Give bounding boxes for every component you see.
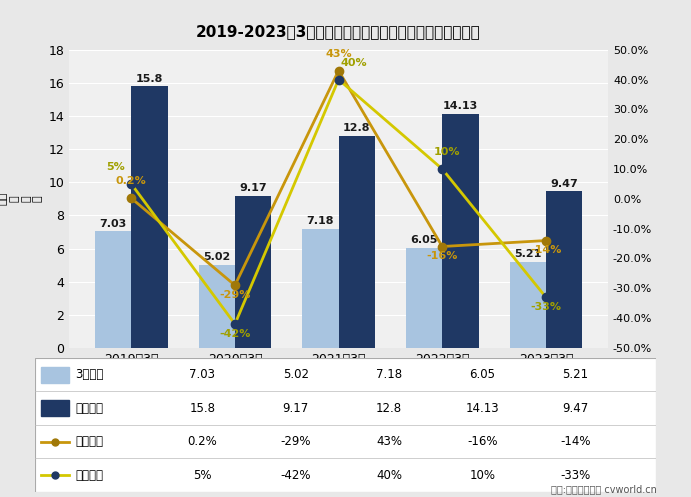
Text: 9.17: 9.17 [283,402,309,414]
Text: 12.8: 12.8 [376,402,402,414]
Text: -42%: -42% [281,469,311,482]
Bar [95,232,131,348]
Text: 5%: 5% [106,162,125,172]
Bar [235,196,271,348]
Text: 9.47: 9.47 [562,402,589,414]
Text: 43%: 43% [376,435,402,448]
FancyBboxPatch shape [35,358,656,492]
累计增幅 [127,181,135,187]
Text: 15.8: 15.8 [135,74,163,83]
Text: 5.02: 5.02 [203,252,230,262]
Text: 15.8: 15.8 [189,402,216,414]
同比增幅 [231,282,239,288]
Text: -16%: -16% [467,435,498,448]
Y-axis label: 单位
：
万
辆: 单位 ： 万 辆 [0,192,43,205]
累计增幅 [231,321,239,327]
Text: 7.03: 7.03 [189,368,216,381]
Text: 3月销量: 3月销量 [75,368,104,381]
Text: 0.2%: 0.2% [187,435,218,448]
Bar [339,136,375,348]
累计增幅 [334,77,343,83]
Bar [41,367,69,383]
Text: 40%: 40% [376,469,402,482]
Text: 5%: 5% [193,469,211,482]
Text: 7.18: 7.18 [376,368,402,381]
Text: 制图:第一商用车网 cvworld.cn: 制图:第一商用车网 cvworld.cn [551,485,656,495]
Bar [199,265,235,348]
Bar [442,114,479,348]
Bar [546,191,582,348]
同比增幅 [542,238,550,244]
Text: 10%: 10% [434,147,461,157]
Line: 同比增幅: 同比增幅 [127,67,550,289]
累计增幅 [542,294,550,300]
Text: -29%: -29% [281,435,311,448]
Text: 累计增幅: 累计增幅 [75,469,103,482]
Text: -42%: -42% [219,329,251,339]
Text: 同比增幅: 同比增幅 [75,435,103,448]
Text: 5.21: 5.21 [562,368,589,381]
同比增幅 [334,68,343,74]
Text: -14%: -14% [560,435,591,448]
Text: -16%: -16% [426,251,458,261]
Text: 累计销量: 累计销量 [75,402,103,414]
Bar [510,261,546,348]
Text: 43%: 43% [325,49,352,59]
Bar [302,229,339,348]
Text: 7.18: 7.18 [307,217,334,227]
Bar [131,86,168,348]
Text: 9.47: 9.47 [550,178,578,188]
Text: 40%: 40% [341,58,368,68]
Title: 2019-2023年3月微型卡车销量及增幅走势（单位：万辆）: 2019-2023年3月微型卡车销量及增幅走势（单位：万辆） [196,24,481,39]
Text: 12.8: 12.8 [343,123,370,133]
Text: -33%: -33% [560,469,591,482]
Text: 6.05: 6.05 [469,368,495,381]
Text: -29%: -29% [219,290,251,300]
Text: 0.2%: 0.2% [116,176,146,186]
Text: -14%: -14% [530,246,562,255]
Text: 6.05: 6.05 [410,235,438,245]
Text: 5.21: 5.21 [514,249,542,259]
Text: 14.13: 14.13 [443,101,478,111]
Text: 5.02: 5.02 [283,368,309,381]
Text: 9.17: 9.17 [239,183,267,193]
Text: 7.03: 7.03 [100,219,126,229]
Text: 10%: 10% [469,469,495,482]
累计增幅 [438,166,446,172]
Bar [41,400,69,416]
Text: 14.13: 14.13 [466,402,499,414]
Text: -33%: -33% [531,302,561,312]
Bar [406,248,442,348]
同比增幅 [438,244,446,249]
同比增幅 [127,195,135,201]
Line: 累计增幅: 累计增幅 [127,76,550,328]
